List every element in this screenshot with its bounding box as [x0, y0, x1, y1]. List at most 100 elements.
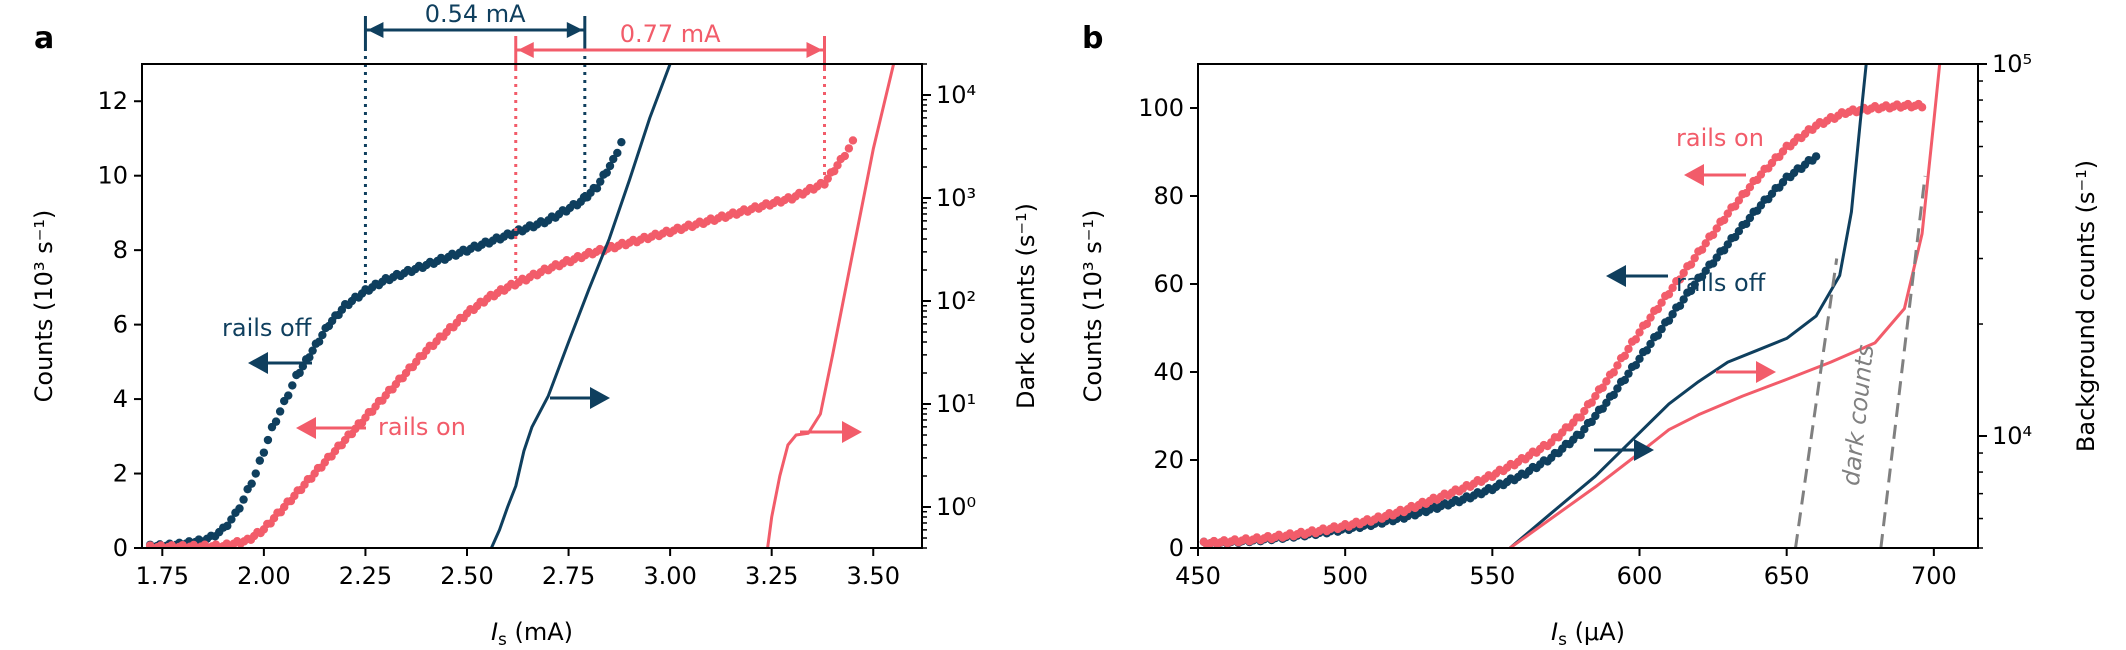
rails-off-label: rails off — [222, 314, 312, 342]
panel-a-xlabel: Is (mA) — [491, 618, 573, 650]
y-right-tick-label: 10⁵ — [1992, 50, 2032, 78]
rails-on-point — [1620, 351, 1629, 361]
x-tick-label: 450 — [1175, 562, 1221, 590]
panel-a-xlabel-subscript: s — [498, 630, 507, 650]
rails-off-point — [235, 504, 244, 513]
rails-off-point — [1631, 361, 1641, 370]
rails-off-point — [1646, 339, 1655, 349]
rails-off-point — [239, 495, 248, 504]
rails-on-background-line — [1509, 64, 1942, 548]
y-left-tick-label: 60 — [1153, 270, 1184, 298]
rails-off-point — [227, 515, 236, 524]
panel-a-plot-frame — [141, 63, 923, 549]
x-tick-label: 2.25 — [339, 562, 392, 590]
rails-off-point — [592, 184, 602, 193]
rails-off-point — [308, 346, 317, 355]
y-left-tick-label: 100 — [1138, 94, 1184, 122]
rails-on-point — [1712, 224, 1721, 233]
panel-a-xlabel-unit: (mA) — [507, 618, 573, 646]
rails-on-point — [1701, 239, 1710, 248]
rails-on-label: rails on — [378, 413, 466, 441]
rails-on-dark-counts-line — [766, 64, 896, 548]
rails-on-left-arrowhead — [296, 417, 316, 439]
y-left-tick-label: 20 — [1153, 446, 1184, 474]
y-left-tick-label: 0 — [113, 534, 128, 562]
panel-b-xlabel-subscript: s — [1558, 630, 1567, 650]
rails-off-point — [609, 154, 618, 164]
rails-off-width-label: 0.54 mA — [425, 0, 526, 28]
x-tick-label: 3.50 — [847, 562, 900, 590]
rails-on-point — [1591, 392, 1600, 401]
rails-off-point — [259, 448, 269, 457]
x-tick-label: 1.75 — [136, 562, 189, 590]
y-left-tick-label: 6 — [113, 311, 128, 339]
series-clip-group — [1199, 64, 1942, 548]
panel-a-ticks: 1.75 2.00 2.25 2.50 2.75 3.00 3.25 3.50 0 2 4 6 8 10 1… — [97, 63, 976, 590]
panel-b-ylabel-left: Counts (10³ s⁻¹) — [1079, 210, 1107, 403]
y-right-tick-label: 10⁴ — [1992, 422, 2032, 450]
dark-counts-dashed-line — [1879, 175, 1927, 548]
rails-on-point — [1635, 328, 1644, 337]
rails-off-point — [318, 330, 327, 340]
y-left-tick-label: 8 — [113, 236, 128, 264]
panel-b-label: b — [1082, 21, 1103, 56]
rails-on-point — [844, 144, 854, 153]
panel-b-xlabel-unit: (μA) — [1567, 618, 1625, 646]
panel-b-annotations: rails on rails off dark counts — [1594, 124, 1879, 487]
panel-a-label: a — [34, 21, 54, 56]
x-tick-label: 2.75 — [542, 562, 595, 590]
rails-on-point — [1657, 298, 1666, 307]
rails-on-left-arrowhead — [1684, 164, 1704, 186]
x-tick-label: 3.00 — [643, 562, 696, 590]
rails-off-point — [314, 337, 324, 346]
rails-off-background-line — [1509, 64, 1868, 548]
rails-off-dark-counts-line — [490, 64, 672, 548]
rails-on-right-arrowhead — [842, 421, 862, 443]
rails-off-point — [295, 368, 304, 378]
panel-b-xlabel-symbol: I — [1551, 618, 1558, 646]
rails-off-point — [1734, 227, 1744, 236]
rails-off-bracket-arrowhead-left — [367, 22, 384, 38]
y-right-tick-label: 10⁰ — [936, 493, 976, 521]
rails-on-width-label: 0.77 mA — [620, 20, 721, 48]
rails-off-right-arrowhead — [590, 387, 610, 409]
rails-off-point — [255, 456, 265, 465]
rails-on-point — [1664, 290, 1674, 299]
rails-off-point — [1668, 310, 1677, 319]
panel-b: 450 500 550 600 650 700 0 20 40 60 80 100 10⁴ 10⁵ rai… — [1079, 50, 2100, 650]
rails-off-point — [1620, 375, 1629, 385]
rails-off-point — [1642, 346, 1652, 355]
rails-off-right-arrowhead — [1634, 439, 1654, 461]
rails-on-point — [1624, 344, 1633, 354]
rails-off-point — [617, 137, 626, 147]
rails-off-point — [288, 381, 297, 390]
rails-off-point — [1653, 331, 1663, 340]
rails-on-point — [1675, 275, 1685, 284]
rails-on-point — [848, 136, 858, 145]
rails-on-point — [1609, 368, 1618, 377]
rails-off-point — [1723, 240, 1733, 249]
x-tick-label: 500 — [1322, 562, 1368, 590]
rails-on-point — [1653, 304, 1663, 314]
rails-off-point — [1664, 316, 1674, 325]
y-left-tick-label: 40 — [1153, 358, 1184, 386]
rails-on-point — [1745, 183, 1755, 192]
rails-off-point — [223, 521, 232, 531]
rails-on-point — [1723, 209, 1733, 218]
rails-off-point — [1602, 398, 1611, 407]
panel-b-plot-frame — [1197, 63, 1979, 549]
rails-off-point — [613, 148, 622, 158]
rails-off-point — [1675, 301, 1685, 311]
rails-off-point — [271, 417, 281, 426]
rails-on-point — [1580, 406, 1589, 416]
rails-off-point — [1745, 213, 1755, 223]
x-tick-label: 2.00 — [237, 562, 290, 590]
rails-on-point — [1679, 268, 1688, 278]
rails-off-point — [284, 391, 293, 400]
y-right-tick-label: 10³ — [936, 184, 976, 212]
rails-off-point — [263, 435, 273, 445]
rails-off-point — [1609, 390, 1618, 400]
rails-off-point — [1635, 354, 1644, 363]
rails-on-point — [833, 161, 842, 170]
rails-on-right-arrowhead — [1756, 361, 1776, 383]
